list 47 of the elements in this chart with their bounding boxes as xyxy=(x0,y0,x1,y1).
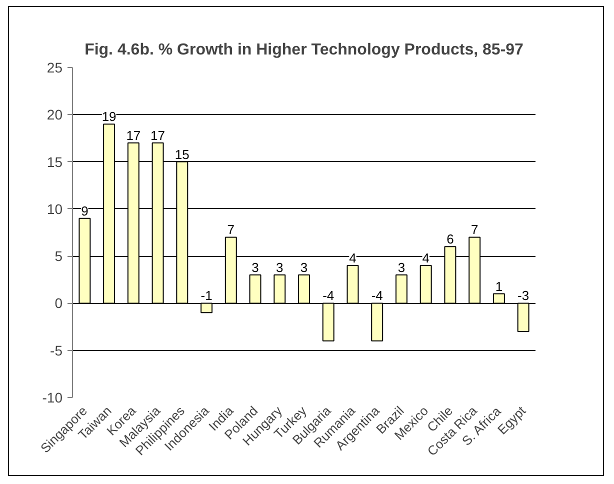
y-tick-label: 10 xyxy=(46,200,63,217)
bar xyxy=(200,302,213,314)
bar xyxy=(78,218,91,304)
data-label: 4 xyxy=(349,250,356,266)
data-label: 3 xyxy=(398,260,406,275)
bar xyxy=(176,161,188,304)
bar xyxy=(371,302,384,342)
bar xyxy=(274,274,286,304)
bar xyxy=(517,302,530,332)
bar xyxy=(468,236,481,304)
chart-title: Fig. 4.6b. % Growth in Higher Technology Products, 85-97 xyxy=(84,42,524,58)
data-label: 6 xyxy=(446,232,454,247)
data-label: 1 xyxy=(495,278,503,294)
bar xyxy=(224,236,237,304)
data-label: 3 xyxy=(300,260,308,275)
data-label: -4 xyxy=(371,288,383,304)
data-label: 9 xyxy=(81,203,88,218)
bar xyxy=(127,142,140,304)
bar xyxy=(298,274,310,304)
data-label: -4 xyxy=(322,288,334,304)
y-tick-label: 15 xyxy=(46,154,63,170)
data-label: 7 xyxy=(470,222,478,238)
bar xyxy=(152,142,164,304)
data-label: 4 xyxy=(422,250,430,266)
data-label: 7 xyxy=(227,222,235,238)
bar xyxy=(395,274,408,304)
y-tick-label: -5 xyxy=(50,342,63,358)
bar xyxy=(322,302,334,342)
data-label: -3 xyxy=(518,288,530,304)
data-label: 17 xyxy=(150,128,166,143)
y-tick-label: 25 xyxy=(46,60,63,76)
y-tick-label: 5 xyxy=(54,248,63,264)
bar xyxy=(103,124,116,304)
y-tick-label: 20 xyxy=(46,106,63,123)
data-label: 3 xyxy=(276,260,284,275)
bar xyxy=(346,265,359,304)
y-tick-label: 0 xyxy=(54,295,63,312)
data-label: -1 xyxy=(200,288,212,304)
data-label: 19 xyxy=(102,109,116,124)
y-tick-label: -10 xyxy=(42,390,63,406)
data-label: 3 xyxy=(252,260,259,275)
data-label: 15 xyxy=(174,146,190,162)
bar xyxy=(420,265,432,304)
bar xyxy=(249,274,262,304)
bar xyxy=(444,246,456,304)
data-label: 17 xyxy=(126,128,141,143)
bar xyxy=(492,293,505,304)
